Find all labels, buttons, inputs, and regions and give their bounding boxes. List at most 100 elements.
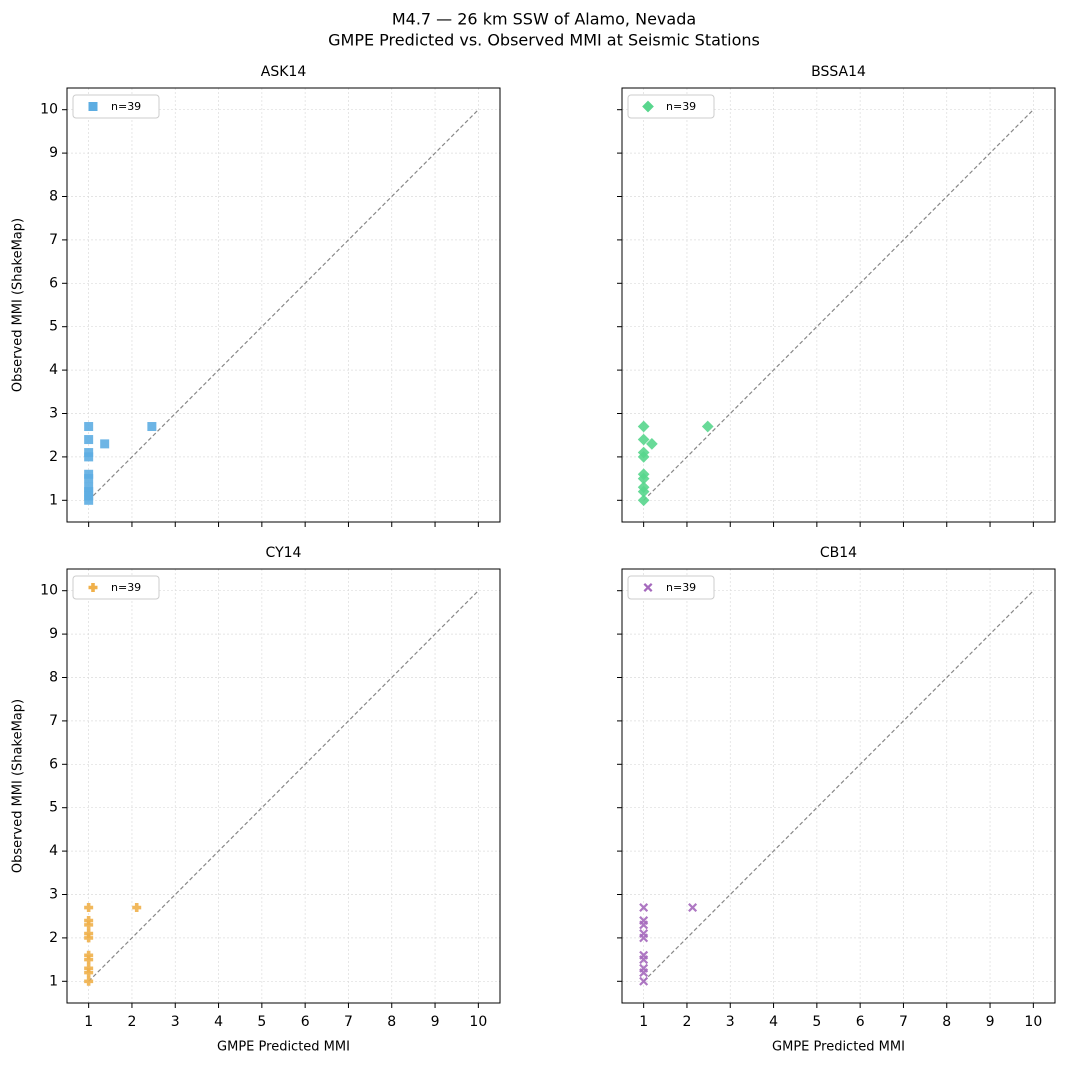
axes-title: ASK14 bbox=[261, 64, 307, 80]
x-tick-label: 3 bbox=[171, 1014, 180, 1030]
point bbox=[100, 439, 110, 449]
y-axis-label: Observed MMI (ShakeMap) bbox=[11, 699, 26, 873]
x-tick-label: 4 bbox=[214, 1014, 223, 1030]
axes-frame bbox=[621, 87, 1056, 523]
point bbox=[637, 472, 650, 485]
legend-label: n=39 bbox=[111, 100, 141, 113]
x-tick-label: 3 bbox=[726, 1014, 735, 1030]
axes-title: CB14 bbox=[820, 545, 857, 561]
legend-box bbox=[72, 575, 160, 600]
point bbox=[701, 420, 714, 433]
x-tick-label: 2 bbox=[127, 1014, 136, 1030]
x-tick-label: 10 bbox=[469, 1014, 487, 1030]
x-tick-label: 8 bbox=[387, 1014, 396, 1030]
y-tick-label: 6 bbox=[49, 756, 58, 772]
y-tick-label: 5 bbox=[49, 800, 58, 816]
x-axis-label: GMPE Predicted MMI bbox=[217, 1040, 350, 1055]
axes-title: CY14 bbox=[266, 545, 302, 561]
point bbox=[84, 920, 94, 930]
legend-label: n=39 bbox=[111, 581, 141, 594]
y-tick-label: 2 bbox=[49, 930, 58, 946]
point bbox=[637, 420, 650, 433]
y-tick-label: 6 bbox=[49, 275, 58, 291]
point bbox=[84, 452, 94, 462]
axes-frame bbox=[66, 87, 501, 523]
y-tick-label: 9 bbox=[49, 145, 58, 161]
point bbox=[637, 485, 650, 498]
point bbox=[132, 903, 142, 913]
legend-box bbox=[627, 575, 715, 600]
y-tick-label: 8 bbox=[49, 670, 58, 686]
point bbox=[688, 903, 698, 913]
legend-label: n=39 bbox=[666, 100, 696, 113]
point bbox=[646, 438, 658, 450]
axes-frame bbox=[66, 568, 501, 1004]
x-tick-label: 4 bbox=[769, 1014, 778, 1030]
y-tick-label: 4 bbox=[49, 362, 58, 378]
point bbox=[84, 968, 94, 978]
y-tick-label: 5 bbox=[49, 319, 58, 335]
y-tick-label: 1 bbox=[49, 492, 58, 508]
point bbox=[639, 968, 649, 978]
figure-title: M4.7 — 26 km SSW of Alamo, Nevada bbox=[392, 10, 696, 29]
y-tick-label: 7 bbox=[49, 713, 58, 729]
reference-line bbox=[643, 109, 1034, 501]
x-tick-label: 5 bbox=[257, 1014, 266, 1030]
reference-line bbox=[88, 109, 479, 501]
point bbox=[84, 903, 94, 913]
y-tick-label: 9 bbox=[49, 626, 58, 642]
axes-title: BSSA14 bbox=[811, 64, 866, 80]
figure-subtitle: GMPE Predicted vs. Observed MMI at Seism… bbox=[328, 31, 760, 50]
point bbox=[84, 474, 94, 484]
y-tick-label: 2 bbox=[49, 449, 58, 465]
point bbox=[147, 422, 157, 432]
point bbox=[637, 433, 650, 446]
x-axis-label: GMPE Predicted MMI bbox=[772, 1040, 905, 1055]
legend-marker bbox=[643, 583, 653, 592]
point bbox=[84, 976, 94, 986]
point bbox=[84, 933, 94, 943]
point bbox=[639, 920, 649, 930]
x-tick-label: 6 bbox=[301, 1014, 310, 1030]
point bbox=[84, 495, 94, 505]
axes-frame bbox=[621, 568, 1056, 1004]
y-axis-label: Observed MMI (ShakeMap) bbox=[11, 218, 26, 392]
point bbox=[84, 422, 94, 432]
point bbox=[637, 451, 650, 463]
point bbox=[639, 955, 649, 965]
x-tick-label: 8 bbox=[942, 1014, 951, 1030]
y-tick-label: 10 bbox=[40, 102, 58, 118]
legend-marker bbox=[88, 102, 98, 111]
point bbox=[639, 903, 649, 913]
x-tick-label: 2 bbox=[682, 1014, 691, 1030]
point bbox=[637, 494, 650, 507]
x-tick-label: 6 bbox=[856, 1014, 865, 1030]
y-tick-label: 4 bbox=[49, 843, 58, 859]
x-tick-label: 9 bbox=[986, 1014, 995, 1030]
y-tick-label: 10 bbox=[40, 583, 58, 599]
x-tick-label: 10 bbox=[1024, 1014, 1042, 1030]
legend-box bbox=[72, 94, 160, 119]
y-tick-label: 3 bbox=[49, 887, 58, 903]
legend-marker bbox=[642, 100, 654, 113]
reference-line bbox=[88, 590, 479, 982]
y-tick-label: 1 bbox=[49, 973, 58, 989]
x-tick-label: 1 bbox=[84, 1014, 93, 1030]
x-tick-label: 9 bbox=[431, 1014, 440, 1030]
point bbox=[639, 933, 649, 943]
legend-box bbox=[627, 94, 715, 119]
point bbox=[639, 976, 649, 986]
x-tick-label: 7 bbox=[344, 1014, 353, 1030]
reference-line bbox=[643, 590, 1034, 982]
legend-label: n=39 bbox=[666, 581, 696, 594]
y-tick-label: 8 bbox=[49, 189, 58, 205]
legend-marker bbox=[88, 583, 98, 592]
y-tick-label: 7 bbox=[49, 232, 58, 248]
x-tick-label: 1 bbox=[639, 1014, 648, 1030]
point bbox=[84, 435, 94, 445]
x-tick-label: 7 bbox=[899, 1014, 908, 1030]
x-tick-label: 5 bbox=[812, 1014, 821, 1030]
y-tick-label: 3 bbox=[49, 406, 58, 422]
